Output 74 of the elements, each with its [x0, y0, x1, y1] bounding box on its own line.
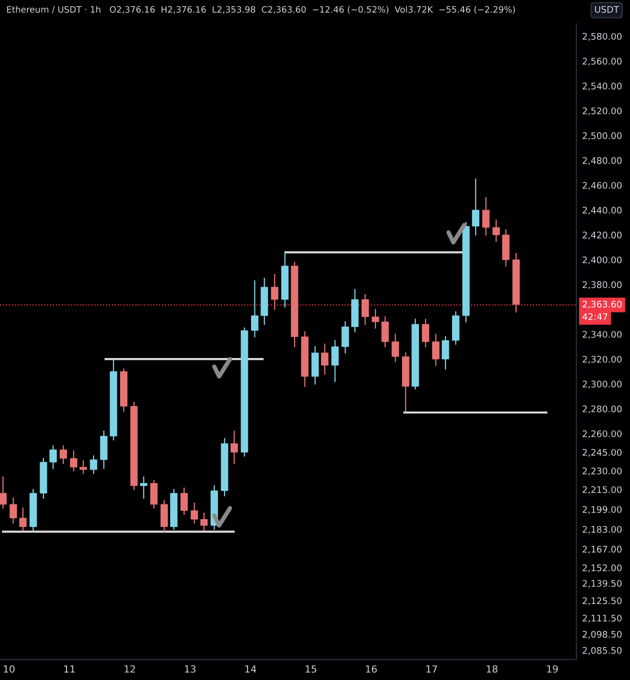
candlestick	[381, 316, 389, 348]
candlestick	[90, 455, 98, 474]
y-tick-label: 2,280.00	[582, 405, 622, 414]
y-tick-label: 2,400.00	[582, 256, 622, 264]
y-axis-title: USDT	[595, 6, 620, 13]
y-tick-label: 2,183.00	[582, 526, 622, 534]
candlestick	[432, 334, 440, 366]
candlestick	[442, 336, 450, 370]
candlestick	[270, 274, 278, 310]
x-tick-label: 11	[64, 665, 75, 673]
x-tick-label: 19	[547, 665, 558, 673]
x-tick-label: 14	[245, 665, 256, 673]
y-tick-label: 2,098.50	[582, 630, 622, 639]
y-tick-label: 2,300.00	[582, 380, 622, 388]
x-tick-label: 10	[4, 665, 15, 673]
candlestick	[372, 308, 380, 329]
candlestick	[321, 344, 328, 375]
y-tick-label: 2,560.00	[582, 58, 622, 66]
y-tick-label: 2,320.00	[582, 356, 622, 364]
candlestick	[0, 476, 7, 509]
candlestick	[190, 502, 198, 524]
y-tick-label: 2,215.00	[582, 486, 622, 494]
candlestick	[230, 430, 238, 464]
candlestick	[472, 178, 480, 236]
y-tick-label: 2,260.00	[582, 430, 622, 438]
y-tick-label: 2,167.00	[582, 546, 622, 554]
chart-title: Ethereum / USDT · 1h O2,376.16 H2,376.16 L2,353.98 C2,363.60 −12.46 (−0.52%) Vol3.72K −55.46 (−2.29%)	[7, 6, 515, 14]
y-tick-label: 2,245.00	[582, 448, 622, 457]
candlestick	[311, 346, 319, 384]
candlestick	[10, 498, 17, 524]
y-tick-label: 2,500.00	[582, 132, 622, 140]
y-tick-label: 2,440.00	[582, 206, 622, 215]
y-tick-label: 2,152.00	[582, 564, 622, 572]
candlestick	[80, 460, 87, 474]
y-tick-label: 2,580.00	[582, 32, 622, 41]
candlestick	[100, 430, 108, 469]
candlestick	[150, 480, 158, 509]
y-tick-label: 2,125.50	[582, 597, 622, 606]
y-tick-label: 2,460.00	[582, 182, 622, 190]
ref-line-label: 2,363.60	[582, 300, 622, 308]
candlestick	[49, 445, 57, 469]
x-tick-label: 16	[366, 665, 377, 673]
candlestick	[482, 197, 490, 236]
y-tick-label: 2,111.50	[582, 614, 622, 622]
candlestick	[60, 445, 68, 464]
y-tick-label: 2,480.00	[582, 157, 622, 165]
candlestick	[19, 508, 27, 532]
x-tick-label: 13	[185, 665, 196, 673]
x-tick-label: 17	[426, 665, 437, 673]
y-tick-label: 2,139.50	[582, 580, 622, 588]
candlestick	[492, 219, 500, 242]
y-tick-label: 2,420.00	[582, 232, 622, 240]
y-tick-label: 2,380.00	[582, 281, 622, 290]
candlestick	[140, 476, 148, 499]
candlestick	[160, 500, 168, 532]
candlestick	[70, 450, 78, 472]
candlestick	[331, 340, 339, 382]
candlestick	[180, 488, 188, 515]
y-tick-label: 2,199.00	[582, 506, 622, 514]
candlestick	[251, 280, 258, 338]
y-tick-label: 2,340.00	[582, 330, 622, 339]
y-tick-label: 2,520.00	[582, 107, 622, 116]
x-tick-label: 15	[306, 665, 316, 673]
candlestick	[362, 294, 369, 325]
candlestick	[200, 512, 208, 532]
y-tick-label: 2,230.00	[582, 468, 622, 476]
x-tick-label: 12	[124, 665, 135, 673]
candlestick	[422, 318, 430, 348]
x-tick-label: 18	[486, 665, 498, 673]
text: 42:47	[582, 313, 608, 320]
y-tick-label: 2,085.50	[582, 647, 622, 655]
y-tick-label: 2,540.00	[582, 82, 622, 90]
candlestick	[342, 321, 349, 354]
candlestick	[392, 334, 400, 362]
